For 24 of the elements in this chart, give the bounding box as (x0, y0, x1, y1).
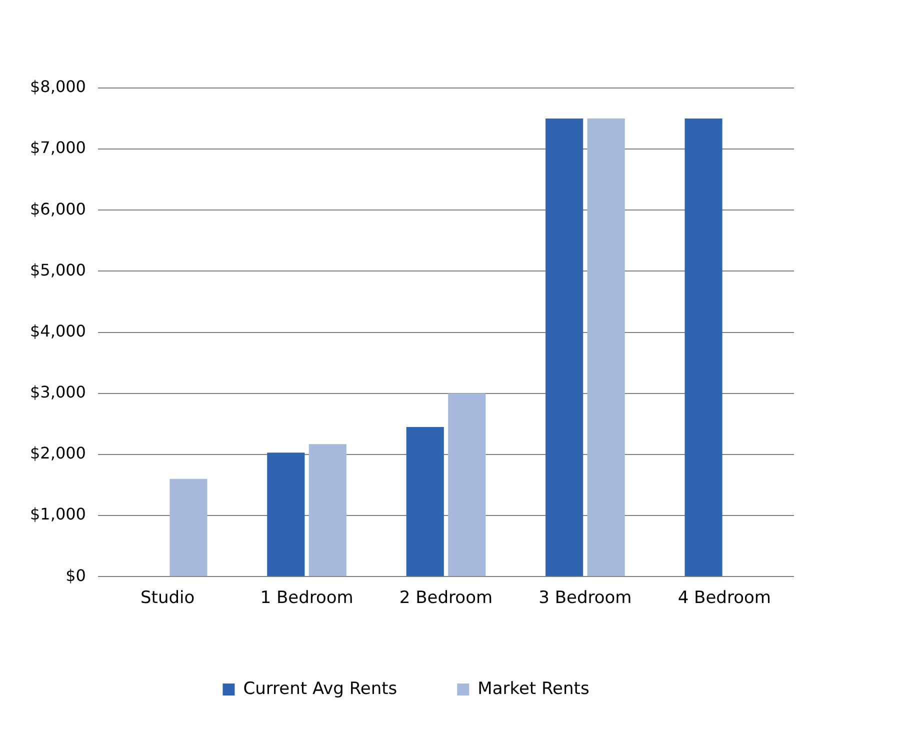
bar (267, 452, 305, 576)
bar (406, 426, 444, 576)
x-tick-label: 3 Bedroom (538, 588, 632, 608)
bar (308, 444, 346, 576)
legend-label: Market Rents (478, 678, 590, 699)
bar (587, 118, 625, 576)
y-tick-label: $0 (66, 566, 86, 585)
x-tick-label: 2 Bedroom (399, 588, 493, 608)
y-tick-label: $6,000 (30, 199, 86, 218)
y-tick-label: $4,000 (30, 321, 86, 340)
x-tick-label: 1 Bedroom (260, 588, 354, 608)
legend-label: Current Avg Rents (243, 678, 398, 699)
bar (170, 478, 208, 576)
bar (546, 118, 584, 576)
y-tick-label: $2,000 (30, 444, 86, 463)
bar (684, 118, 722, 576)
x-tick-label: 4 Bedroom (678, 588, 771, 608)
y-tick-label: $8,000 (30, 77, 86, 96)
y-tick-label: $3,000 (30, 382, 86, 402)
bar (448, 393, 486, 576)
x-tick-label: Studio (140, 588, 195, 608)
y-tick-label: $1,000 (30, 504, 86, 524)
y-tick-label: $5,000 (30, 260, 86, 280)
y-tick-label: $7,000 (30, 138, 86, 158)
